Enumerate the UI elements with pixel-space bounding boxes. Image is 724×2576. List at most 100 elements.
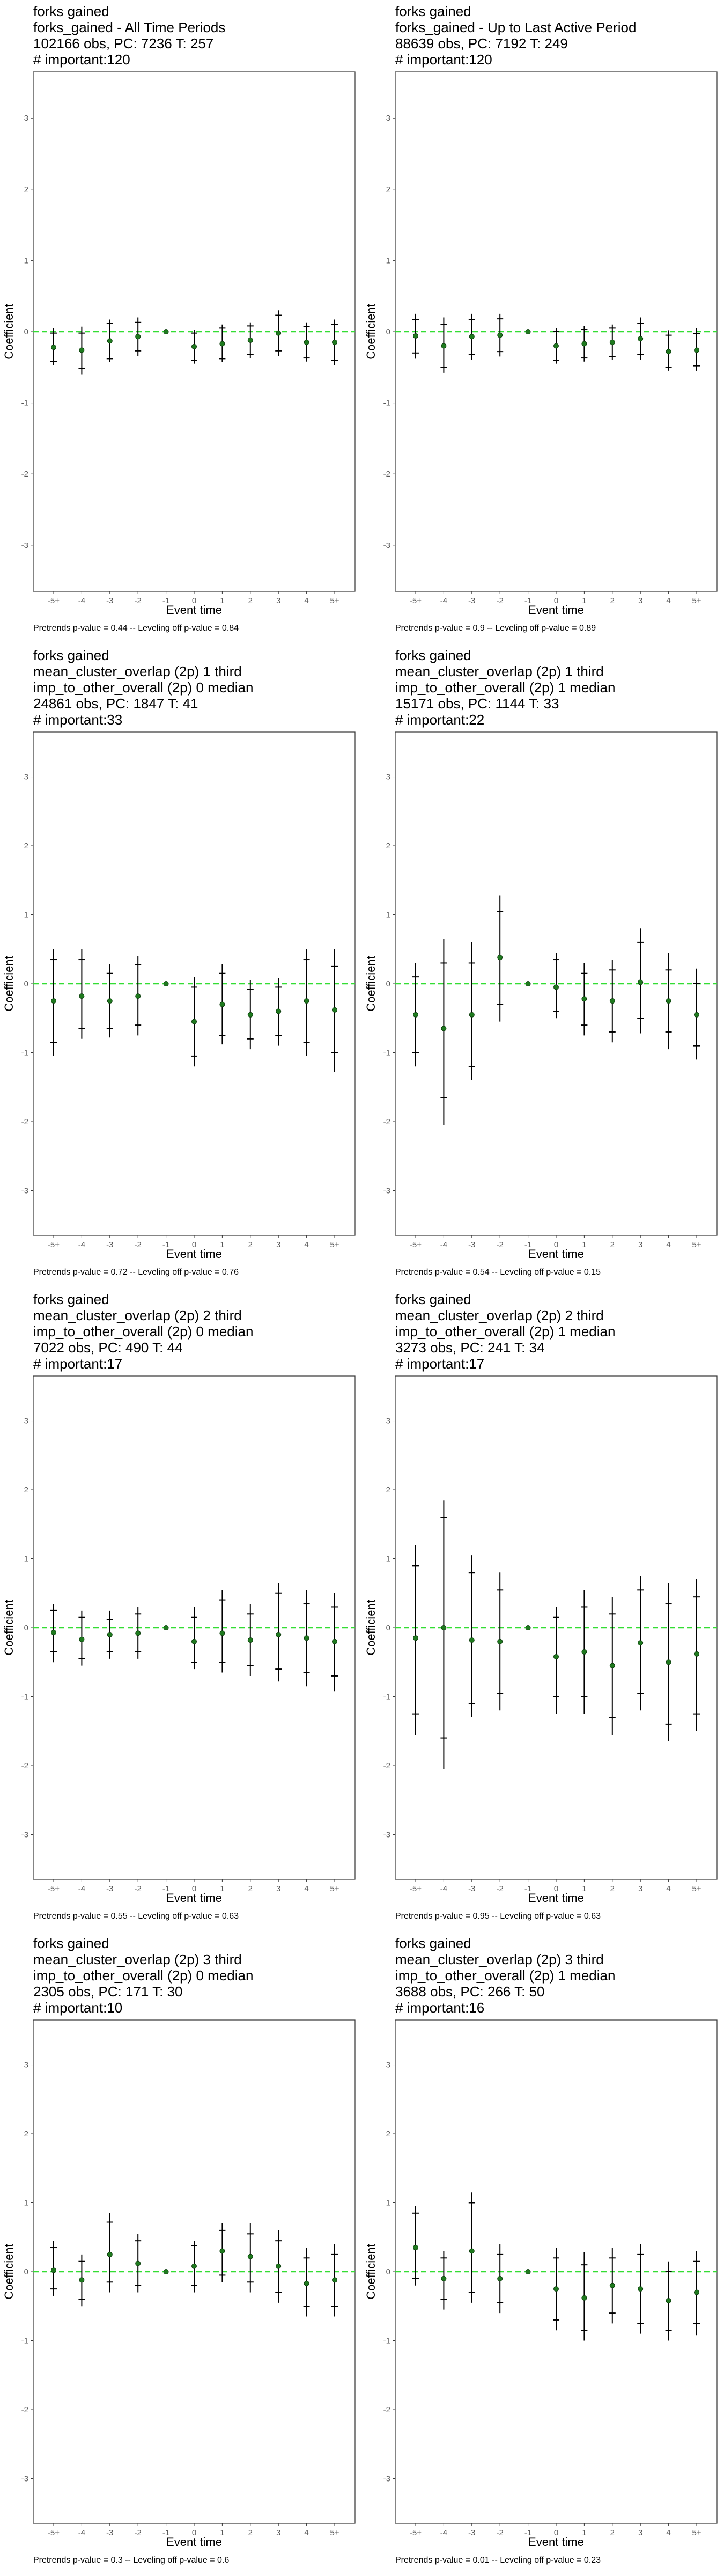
y-tick-label: -1 (21, 1048, 28, 1057)
y-tick-label: 1 (24, 256, 28, 265)
x-tick-label: 3 (638, 2528, 642, 2537)
chart-panel: forks gained mean_cluster_overlap (2p) 3 … (0, 1932, 362, 2576)
x-axis-title: Event time (528, 1891, 584, 1905)
x-tick-label: 0 (192, 2528, 196, 2537)
coefficient-point (525, 2269, 531, 2274)
chart-title-line: mean_cluster_overlap (2p) 3 third (33, 1951, 242, 1967)
x-tick-label: -1 (162, 596, 169, 605)
coefficient-point (666, 349, 671, 355)
x-tick-label: 0 (554, 1884, 558, 1893)
coefficient-point (276, 1631, 282, 1637)
y-tick-label: 1 (386, 1555, 390, 1564)
chart-title-line: forks gained (395, 647, 471, 663)
x-tick-label: 2 (610, 1240, 615, 1249)
x-tick-label: 3 (638, 1240, 642, 1249)
coefficient-point (191, 1638, 197, 1644)
x-tick-label: -2 (135, 2528, 142, 2537)
y-tick-label: 1 (386, 256, 390, 265)
coefficient-point (666, 998, 671, 1004)
y-tick-label: 2 (386, 841, 390, 851)
coefficient-point (413, 333, 418, 339)
coefficient-point (276, 2263, 282, 2269)
coefficient-point (332, 339, 337, 345)
y-tick-label: -3 (21, 1186, 28, 1195)
chart-title-line: 3273 obs, PC: 241 T: 34 (395, 1340, 545, 1356)
y-tick-label: -2 (21, 2405, 28, 2414)
x-tick-label: 0 (192, 1884, 196, 1893)
chart-title-line: mean_cluster_overlap (2p) 1 third (395, 663, 604, 679)
chart-title-line: 102166 obs, PC: 7236 T: 257 (33, 35, 214, 52)
x-tick-label: 1 (582, 1240, 586, 1249)
x-tick-label: -2 (135, 1240, 142, 1249)
y-tick-label: 2 (24, 185, 28, 194)
chart-title-line: imp_to_other_overall (2p) 1 median (395, 1323, 616, 1340)
chart-title-line: forks gained (33, 647, 109, 663)
chart-title-block: forks gained forks_gained - All Time Peri… (33, 3, 225, 68)
coefficient-point (135, 334, 141, 340)
y-tick-label: -1 (21, 2336, 28, 2345)
chart-footnote: Pretrends p-value = 0.54 -- Leveling off… (395, 1268, 601, 1277)
chart-panel: forks gained mean_cluster_overlap (2p) 1 … (0, 644, 362, 1288)
chart-title-block: forks gained mean_cluster_overlap (2p) 1 … (395, 647, 615, 728)
coefficient-point (79, 347, 85, 353)
x-tick-label: 5+ (330, 1240, 339, 1249)
y-tick-label: -2 (21, 470, 28, 479)
y-tick-label: 2 (386, 2129, 390, 2139)
coefficient-point (304, 2280, 309, 2286)
x-tick-label: -1 (162, 1240, 169, 1249)
x-tick-label: 0 (554, 596, 558, 605)
x-tick-label: 4 (666, 1884, 670, 1893)
y-tick-label: 0 (24, 2267, 28, 2277)
x-tick-label: 2 (610, 1884, 615, 1893)
chart-title-block: forks gained forks_gained - Up to Last Ac… (395, 3, 636, 68)
y-tick-label: -2 (383, 1761, 390, 1770)
x-tick-label: 0 (192, 1240, 196, 1249)
chart-footnote: Pretrends p-value = 0.55 -- Leveling off… (33, 1912, 239, 1921)
x-tick-label: 3 (276, 1884, 280, 1893)
x-tick-label: 4 (666, 2528, 670, 2537)
x-tick-label: 5+ (692, 1884, 701, 1893)
coefficient-point (276, 330, 282, 336)
y-tick-label: -1 (383, 399, 390, 408)
coefficient-point (191, 1019, 197, 1024)
y-axis-title: Coefficient (364, 304, 378, 360)
coefficient-point (79, 1636, 85, 1642)
chart-panel: forks gained forks_gained - Up to Last Ac… (362, 0, 724, 644)
coefficient-point (553, 2286, 559, 2292)
x-tick-label: -4 (78, 2528, 85, 2537)
coefficient-point (304, 339, 309, 345)
y-tick-label: 0 (386, 979, 390, 989)
x-tick-label: -3 (468, 596, 475, 605)
y-tick-label: -3 (383, 2474, 390, 2483)
chart-title-line: # important:16 (395, 2000, 485, 2016)
y-tick-label: 3 (24, 1417, 28, 1426)
coefficient-point (163, 329, 169, 334)
coefficient-point (107, 2251, 113, 2257)
chart-title-line: forks gained (33, 1291, 109, 1307)
x-tick-label: -3 (106, 2528, 113, 2537)
chart-title-block: forks gained mean_cluster_overlap (2p) 2 … (395, 1291, 615, 1372)
x-tick-label: 3 (638, 1884, 642, 1893)
coefficient-point (553, 984, 559, 990)
coefficient-point (107, 1631, 113, 1637)
coefficient-point (497, 2275, 503, 2281)
coefficient-point (609, 2282, 615, 2288)
coefficient-point (469, 334, 475, 340)
coefficient-point (497, 332, 503, 338)
x-tick-label: -1 (162, 2528, 169, 2537)
y-tick-label: 3 (386, 773, 390, 782)
event-study-chart: -3 -2 -1 0 1 2 3 -5+ -4 -3 -2 -1 0 1 2 3 4 5+ Event time Co… (364, 2019, 718, 2549)
y-tick-label: 3 (24, 114, 28, 123)
coefficient-point (304, 1635, 309, 1641)
x-tick-label: -3 (106, 596, 113, 605)
event-study-chart: -3 -2 -1 0 1 2 3 -5+ -4 -3 -2 -1 0 1 2 3 4 5+ Event time Co… (2, 731, 356, 1261)
y-axis-title: Coefficient (2, 304, 16, 360)
y-tick-label: 3 (24, 2061, 28, 2070)
chart-title-line: mean_cluster_overlap (2p) 2 third (33, 1307, 242, 1323)
x-tick-label: -4 (78, 596, 85, 605)
x-tick-label: -5+ (48, 1240, 60, 1249)
x-axis-title: Event time (166, 1891, 222, 1905)
coefficient-point (581, 2295, 587, 2301)
coefficient-point (469, 1637, 475, 1643)
x-tick-label: 4 (666, 596, 670, 605)
